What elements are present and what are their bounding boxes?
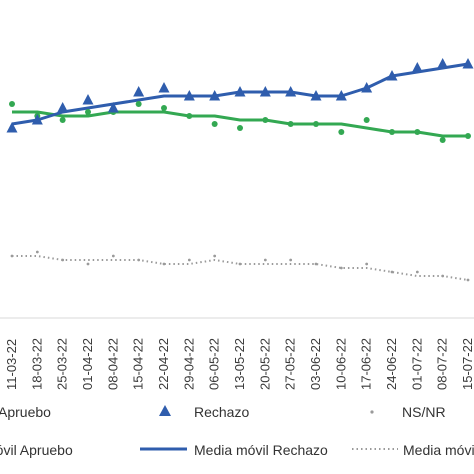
legend-item-nsnr: NS/NR (370, 404, 446, 420)
x-tick-label: 01-04-22 (80, 338, 95, 390)
apruebo-point (186, 113, 193, 119)
apruebo-point (85, 109, 91, 115)
rechazo-point (6, 122, 18, 133)
legend-label-media-nsnr: Media móvil NS/NR (403, 442, 474, 458)
ns-nr-point (61, 258, 65, 262)
x-tick-label: 17-06-22 (359, 338, 374, 390)
rechazo-point (335, 90, 347, 101)
x-tick-label: 25-03-22 (55, 338, 70, 390)
rechazo-marker (159, 405, 171, 416)
legend-item-apruebo: Apruebo (0, 404, 51, 420)
x-tick-label: 27-05-22 (283, 338, 298, 390)
ns-nr-point (390, 270, 394, 274)
ns-nr-point (35, 250, 39, 254)
rechazo-point (361, 82, 373, 93)
apruebo-point (338, 129, 345, 135)
ns-nr-point (187, 258, 191, 262)
ns-nr-point (213, 254, 217, 258)
nsnr-marker (370, 410, 374, 414)
ns-nr-point (314, 262, 318, 266)
rechazo-point (183, 90, 195, 101)
x-tick-label: 29-04-22 (181, 338, 196, 390)
legend-label-media-rechazo: Media móvil Rechazo (194, 442, 328, 458)
ns-nr-point (466, 278, 470, 282)
apruebo-point (9, 101, 15, 107)
ns-nr-point (415, 270, 419, 274)
ns-nr-point (86, 262, 90, 266)
ns-nr-point (238, 262, 242, 266)
apruebo-point (389, 129, 395, 135)
legend-label-rechazo: Rechazo (194, 404, 249, 420)
rechazo-point (133, 86, 145, 97)
ns-nr-point (263, 258, 267, 262)
x-tick-label: 08-04-22 (105, 338, 120, 390)
apruebo-point (439, 137, 446, 143)
x-tick-label: 01-07-22 (409, 338, 424, 390)
rechazo-point (462, 58, 474, 69)
x-tick-label: 15-04-22 (131, 338, 146, 390)
x-tick-label: 22-04-22 (156, 338, 171, 390)
rechazo-point (285, 86, 297, 97)
legend-label-media-apruebo: Media móvil Apruebo (0, 442, 73, 458)
x-tick-label: 18-03-22 (29, 338, 44, 390)
plot-area (6, 58, 474, 282)
rechazo-point (234, 86, 246, 97)
rechazo-point (209, 90, 221, 101)
ns-nr-point (365, 262, 369, 266)
legend-label-nsnr: NS/NR (402, 404, 446, 420)
legend-item-media-apruebo: Media móvil Apruebo (0, 442, 73, 458)
apruebo-point (237, 125, 243, 131)
rechazo-point (386, 70, 398, 81)
apruebo-point (59, 117, 66, 123)
ns-nr-point (162, 262, 166, 266)
apruebo-point (414, 129, 421, 135)
rechazo-point (31, 114, 43, 125)
x-tick-label: 03-06-22 (308, 338, 323, 390)
x-tick-labels: 11-03-22 18-03-22 25-03-22 01-04-22 08-04-22… (4, 338, 474, 390)
apruebo-point (287, 121, 294, 127)
rechazo-point (158, 82, 170, 93)
ns-nr-point (10, 254, 14, 258)
x-tick-label: 11-03-22 (4, 339, 19, 390)
x-tick-label: 24-06-22 (384, 338, 399, 390)
x-tick-label: 15-07-22 (460, 338, 474, 390)
ns-nr-point (441, 274, 445, 278)
apruebo-point (211, 121, 218, 127)
x-tick-label: 20-05-22 (257, 338, 272, 390)
rechazo-point (259, 86, 271, 97)
ns-nr-point (289, 258, 293, 262)
media-movil-ns-nr-line (12, 255, 469, 281)
x-tick-label: 10-06-22 (333, 338, 348, 390)
legend-item-rechazo: Rechazo (159, 404, 249, 420)
x-tick-label: 06-05-22 (207, 338, 222, 390)
x-tick-label: 13-05-22 (232, 338, 247, 390)
legend-label-apruebo: Apruebo (0, 404, 51, 420)
rechazo-point (411, 62, 423, 73)
apruebo-point (363, 117, 370, 123)
apruebo-point (161, 105, 167, 111)
rechazo-point (82, 94, 94, 105)
apruebo-point (135, 101, 142, 107)
legend-item-media-nsnr: Media móvil NS/NR (352, 442, 474, 458)
ns-nr-point (111, 254, 115, 258)
apruebo-point (313, 121, 319, 127)
legend-item-media-rechazo: Media móvil Rechazo (140, 442, 328, 458)
rechazo-point (437, 58, 449, 69)
apruebo-point (262, 117, 269, 123)
legend: Apruebo Rechazo NS/NR Media móvil Aprueb… (0, 404, 474, 458)
ns-nr-point (137, 258, 141, 262)
x-tick-label: 08-07-22 (435, 338, 450, 390)
ns-nr-point (339, 266, 343, 270)
rechazo-point (310, 90, 322, 101)
media-movil-apruebo-line (12, 110, 468, 138)
rechazo-point (107, 102, 119, 113)
rechazo-point (57, 102, 69, 113)
apruebo-point (465, 133, 471, 139)
